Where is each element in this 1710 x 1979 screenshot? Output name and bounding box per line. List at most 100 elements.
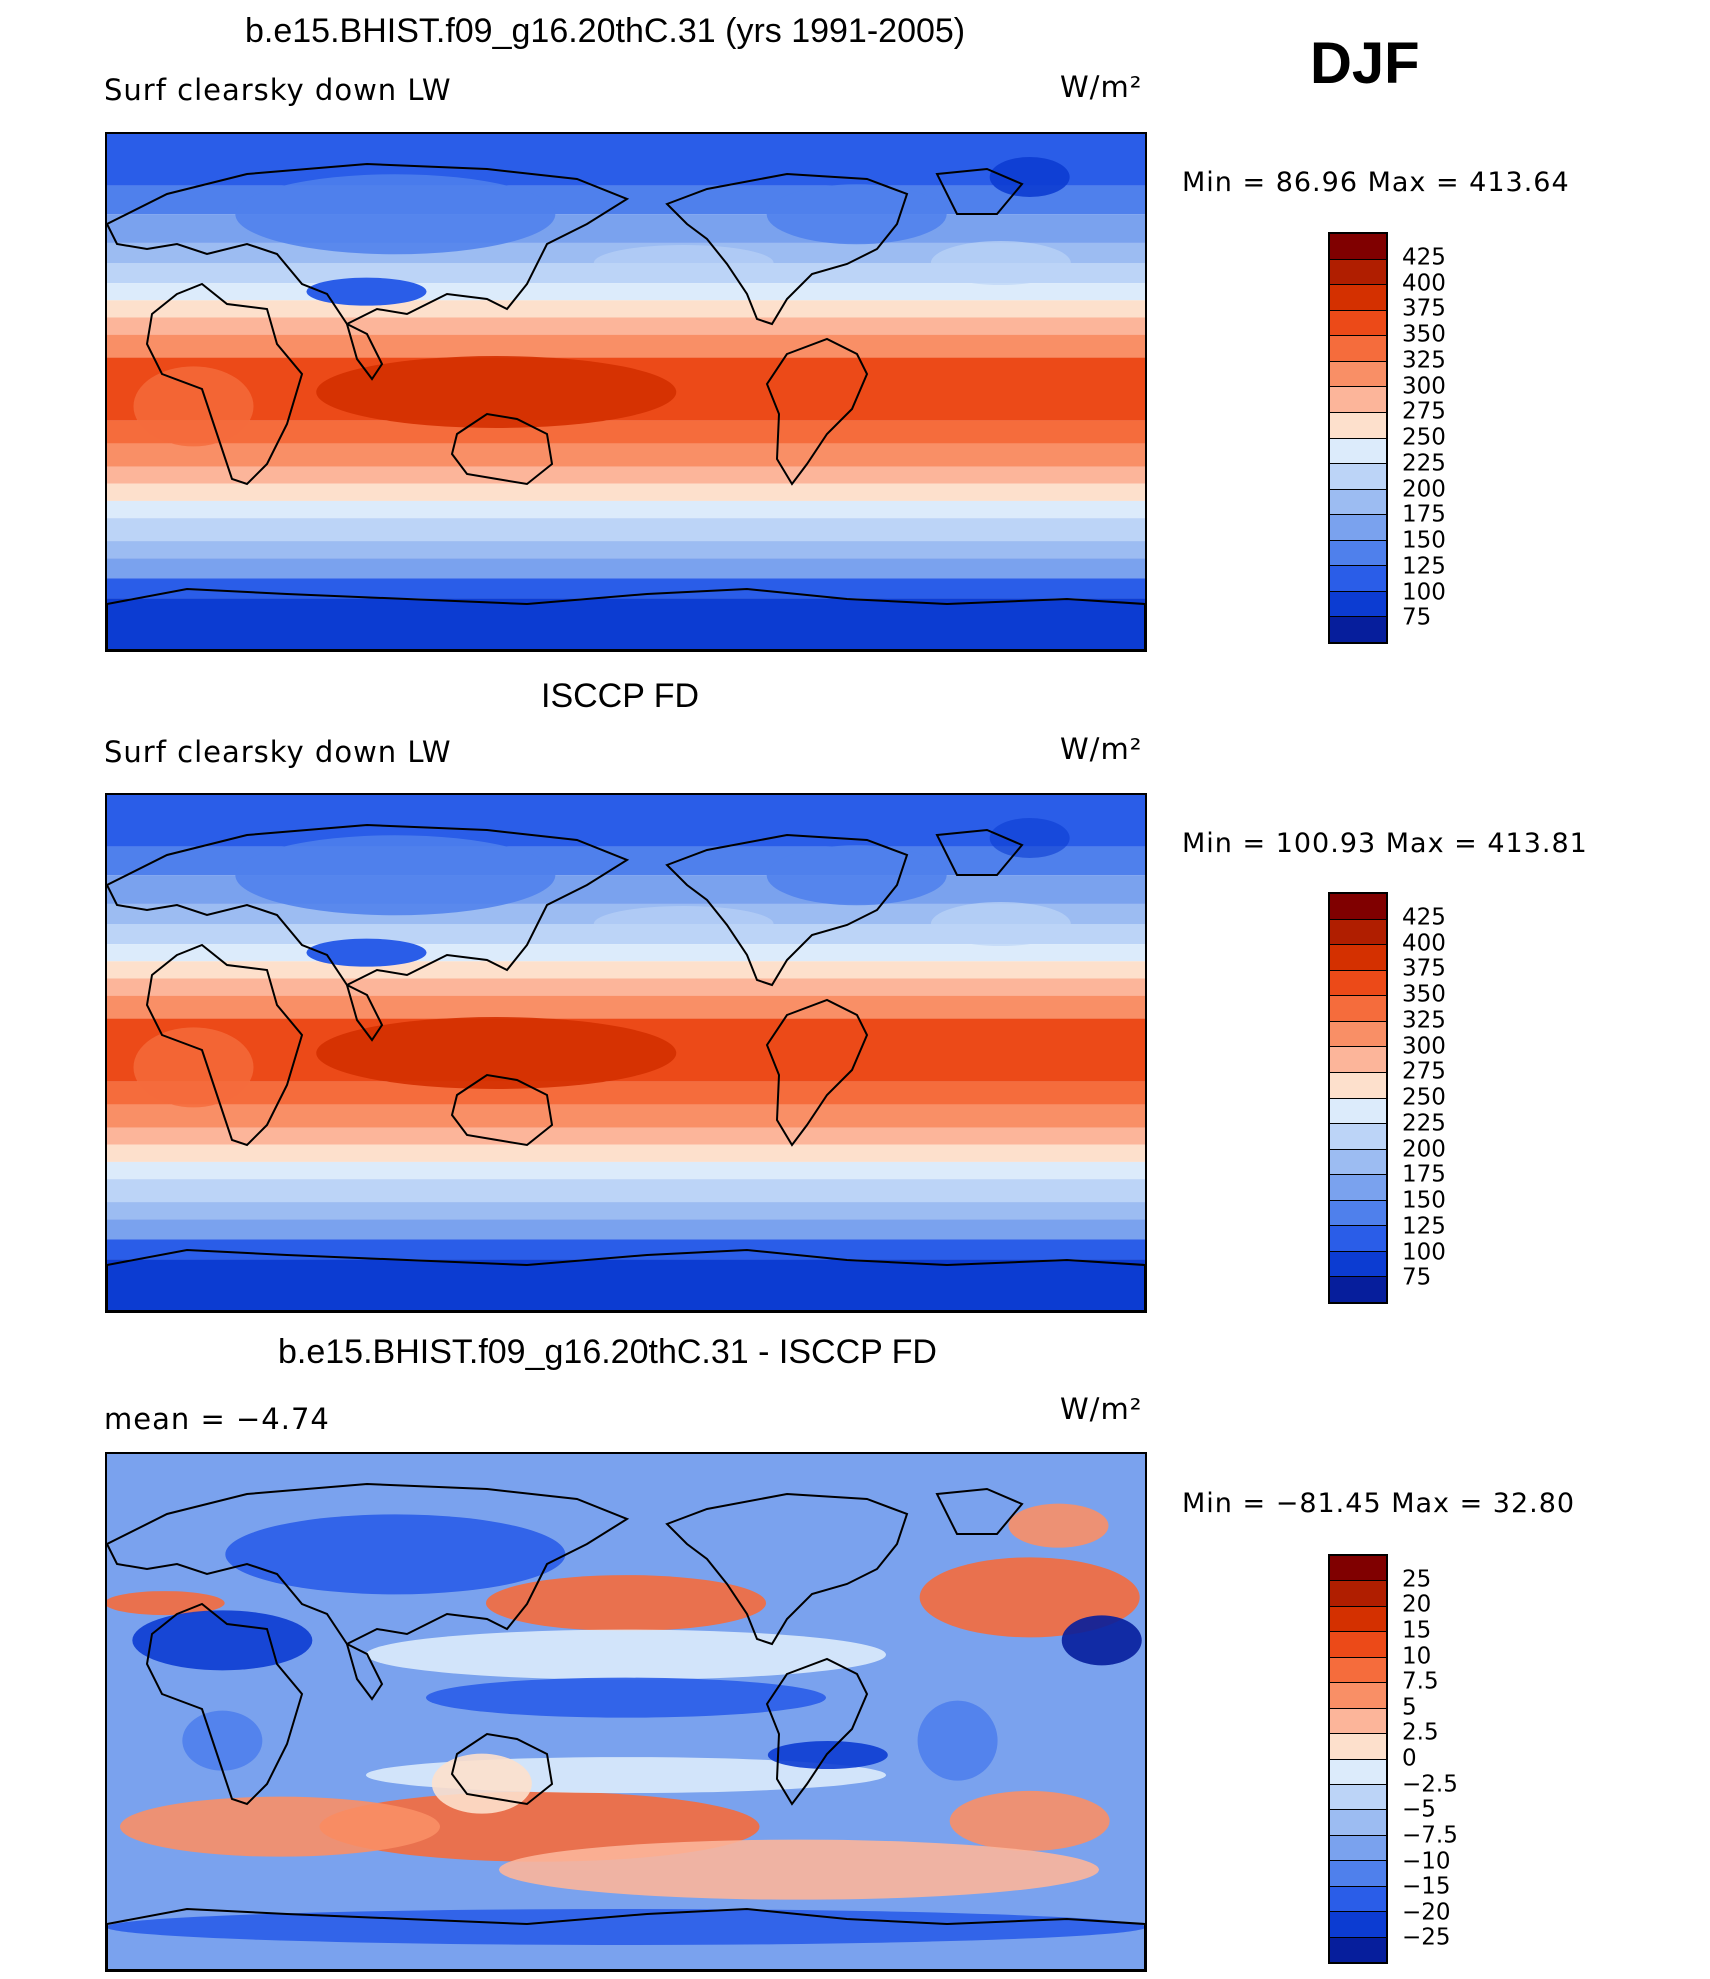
colorbar-tick-label: 350 <box>1402 981 1446 1008</box>
colorbar-tick-label: −5 <box>1402 1796 1436 1823</box>
panel-2-units: W/m² <box>1060 732 1143 766</box>
panel-2-variable-label: Surf clearsky down LW <box>104 735 452 769</box>
colorbar-swatch <box>1330 1784 1386 1811</box>
colorbar-swatch <box>1330 996 1386 1022</box>
colorbar-swatch <box>1330 1175 1386 1201</box>
colorbar-tick-label: 300 <box>1402 1033 1446 1059</box>
colorbar-tick-label: 25 <box>1402 1566 1432 1593</box>
panel-1-units: W/m² <box>1060 70 1143 104</box>
colorbar-swatch <box>1330 336 1386 362</box>
colorbar-tick-label: 100 <box>1402 1239 1446 1265</box>
colorbar-tick-label: 350 <box>1402 321 1446 348</box>
colorbar-swatch <box>1330 1632 1386 1658</box>
colorbar-swatch <box>1330 1912 1386 1938</box>
coastline <box>450 1073 554 1147</box>
colorbar-tick-label: 75 <box>1402 604 1432 631</box>
coastline <box>665 833 909 987</box>
colorbar-swatch <box>1330 1759 1386 1785</box>
colorbar-tick-label: 300 <box>1402 373 1446 399</box>
coastline <box>345 983 384 1042</box>
colorbar-tick-label: 5 <box>1402 1694 1417 1721</box>
colorbar-tick-label: 275 <box>1402 398 1446 425</box>
colorbar-tick-label: 225 <box>1402 1110 1446 1137</box>
panel-1-title: b.e15.BHIST.f09_g16.20thC.31 (yrs 1991-2… <box>245 12 966 50</box>
colorbar-swatch <box>1330 1683 1386 1709</box>
panel-2-colorbar <box>1328 892 1388 1304</box>
colorbar-swatch <box>1330 515 1386 541</box>
colorbar-tick-label: 225 <box>1402 450 1446 477</box>
coastline <box>145 943 304 1147</box>
colorbar-swatch <box>1330 1149 1386 1176</box>
colorbar-swatch <box>1330 566 1386 592</box>
colorbar-swatch <box>1330 1098 1386 1125</box>
panel-1-map <box>105 132 1147 652</box>
colorbar-swatch <box>1330 1277 1386 1302</box>
colorbar-tick-label: 425 <box>1402 244 1446 271</box>
colorbar-swatch <box>1330 1734 1386 1760</box>
colorbar-swatch <box>1330 970 1386 997</box>
panel-1-colorbar <box>1328 232 1388 644</box>
colorbar-swatch <box>1330 591 1386 618</box>
colorbar-tick-label: 425 <box>1402 904 1446 931</box>
coastline <box>935 828 1024 876</box>
panel-3-minmax: Min = −81.45 Max = 32.80 <box>1182 1488 1576 1519</box>
colorbar-swatch <box>1330 1581 1386 1607</box>
colorbar-tick-label: 325 <box>1402 347 1446 374</box>
colorbar-tick-label: 400 <box>1402 270 1446 296</box>
colorbar-tick-label: −25 <box>1402 1924 1451 1951</box>
panel-3-title: b.e15.BHIST.f09_g16.20thC.31 - ISCCP FD <box>278 1333 937 1371</box>
colorbar-swatch <box>1330 412 1386 439</box>
colorbar-tick-label: 375 <box>1402 295 1446 322</box>
colorbar-tick-label: 2.5 <box>1402 1719 1439 1746</box>
colorbar-swatch <box>1330 1021 1386 1048</box>
colorbar-swatch <box>1330 1556 1386 1582</box>
colorbar-tick-label: 275 <box>1402 1058 1446 1085</box>
coastline <box>665 1492 909 1646</box>
panel-3-mean-label: mean = −4.74 <box>104 1402 330 1436</box>
coastline <box>107 162 630 326</box>
colorbar-swatch <box>1330 259 1386 286</box>
colorbar-tick-label: 175 <box>1402 501 1446 528</box>
colorbar-tick-label: −15 <box>1402 1873 1451 1900</box>
coastline <box>107 1907 1145 1970</box>
colorbar-tick-label: −7.5 <box>1402 1822 1458 1849</box>
colorbar-swatch <box>1330 234 1386 260</box>
colorbar-tick-label: 400 <box>1402 930 1446 956</box>
colorbar-tick-label: 375 <box>1402 955 1446 982</box>
panel-2-title: ISCCP FD <box>541 677 700 715</box>
colorbar-swatch <box>1330 464 1386 490</box>
colorbar-swatch <box>1330 387 1386 413</box>
colorbar-swatch <box>1330 1226 1386 1252</box>
colorbar-tick-label: 75 <box>1402 1264 1432 1291</box>
panel-2-minmax: Min = 100.93 Max = 413.81 <box>1182 828 1588 859</box>
panel-3-map <box>105 1452 1147 1972</box>
colorbar-swatch <box>1330 438 1386 465</box>
colorbar-tick-label: 100 <box>1402 579 1446 605</box>
panel-1-minmax: Min = 86.96 Max = 413.64 <box>1182 167 1570 198</box>
colorbar-tick-label: 150 <box>1402 1187 1446 1214</box>
colorbar-tick-label: −10 <box>1402 1848 1451 1874</box>
colorbar-tick-label: 20 <box>1402 1591 1432 1618</box>
colorbar-swatch <box>1330 540 1386 567</box>
coastline <box>450 1732 554 1806</box>
coastline <box>107 587 1145 650</box>
colorbar-swatch <box>1330 1251 1386 1278</box>
coastline <box>345 322 384 381</box>
colorbar-swatch <box>1330 894 1386 920</box>
coastline <box>765 1657 869 1806</box>
colorbar-tick-label: 175 <box>1402 1161 1446 1188</box>
colorbar-swatch <box>1330 945 1386 971</box>
colorbar-tick-label: 7.5 <box>1402 1668 1439 1695</box>
colorbar-swatch <box>1330 1835 1386 1862</box>
coastline <box>107 1482 630 1646</box>
panel-3-colorbar <box>1328 1554 1388 1964</box>
coastline <box>345 1642 384 1701</box>
season-label: DJF <box>1310 31 1420 96</box>
coastline <box>145 282 304 486</box>
colorbar-swatch <box>1330 285 1386 311</box>
colorbar-swatch <box>1330 1861 1386 1887</box>
panel-2-map <box>105 793 1147 1313</box>
colorbar-tick-label: 250 <box>1402 1084 1446 1111</box>
colorbar-tick-label: 0 <box>1402 1745 1417 1772</box>
coastline <box>935 167 1024 215</box>
